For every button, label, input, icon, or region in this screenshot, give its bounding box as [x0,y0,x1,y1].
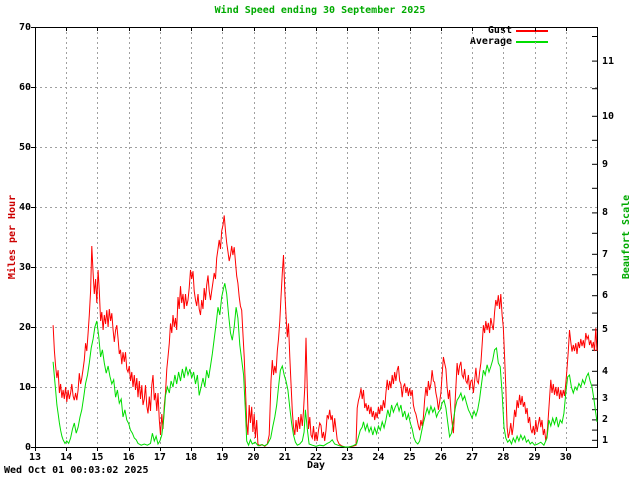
y-tick-label-mph: 0 [24,442,31,453]
y-tick-label-beaufort: 3 [602,393,609,405]
x-tick-label: 22 [309,452,323,463]
average-series-line [52,283,598,448]
legend-label-average: Average [469,36,512,47]
y-tick-label-beaufort: 4 [602,365,609,377]
x-tick-label: 28 [497,452,510,463]
y-tick-label-mph: 10 [18,382,31,393]
x-tick-label: 19 [216,452,229,463]
y-tick-label-beaufort: 8 [602,207,609,219]
x-tick-label: 17 [153,452,166,463]
x-tick-label: 30 [559,452,572,463]
y-tick-label-beaufort: 5 [602,324,609,336]
x-tick-label: 21 [278,452,291,463]
y-tick-label-beaufort: 6 [602,290,609,302]
y-tick-label-mph: 70 [18,22,31,33]
y-tick-label-beaufort: 10 [602,110,615,122]
legend-swatch-gust-line [516,30,548,32]
x-tick-label: 29 [528,452,541,463]
gust-series-line [52,215,598,448]
x-axis-label: Day [306,460,326,471]
x-tick-label: 26 [434,452,447,463]
x-tick-label: 16 [122,452,135,463]
y-tick-label-beaufort: 2 [602,414,609,426]
x-tick-label: 20 [247,452,260,463]
y-tick-label-mph: 40 [18,202,31,213]
y-tick-label-mph: 20 [18,322,31,333]
generated-timestamp: Wed Oct 01 00:03:02 2025 [4,465,149,476]
x-tick-label: 13 [28,452,42,463]
x-tick-label: 23 [341,452,354,463]
x-tick-label: 14 [60,452,73,463]
chart-title: Wind Speed ending 30 September 2025 [214,5,426,16]
x-tick-label: 27 [466,452,479,463]
y-tick-label-mph: 50 [18,142,31,153]
x-tick-label: 25 [403,452,416,463]
legend-item-average: Average [340,37,596,47]
y-tick-label-mph: 30 [18,262,31,273]
x-tick-label: 24 [372,452,385,463]
x-tick-label: 15 [91,452,104,463]
legend-swatch-average-line [516,41,548,43]
y-tick-label-beaufort: 11 [602,55,615,67]
y-tick-label-beaufort: 9 [602,158,609,170]
y-tick-label-mph: 60 [18,82,31,93]
y-tick-label-beaufort: 1 [602,434,609,446]
y-tick-label-beaufort: 7 [602,248,609,260]
x-tick-label: 18 [185,452,198,463]
legend-item-gust: Gust [340,26,596,36]
legend-label-gust: Gust [487,25,512,36]
